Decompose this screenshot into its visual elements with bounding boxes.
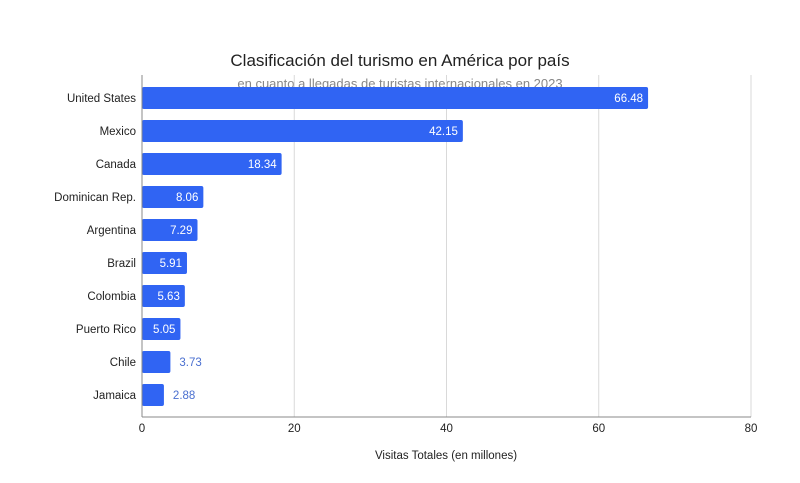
data-label: 7.29 (170, 225, 192, 237)
category-label: Canada (96, 159, 137, 171)
bar (142, 186, 204, 208)
bar (142, 153, 282, 175)
category-label: United States (67, 93, 136, 105)
category-label: Brazil (107, 258, 136, 270)
bar (142, 252, 187, 274)
category-label: Dominican Rep. (54, 192, 136, 204)
data-label: 66.48 (614, 93, 643, 105)
category-label: Puerto Rico (76, 324, 136, 336)
category-label: Colombia (87, 291, 136, 303)
x-axis-label: Visitas Totales (en millones) (375, 450, 517, 462)
x-tick-label: 20 (288, 423, 301, 435)
bar (142, 87, 649, 109)
bar (142, 318, 181, 340)
bar (142, 351, 171, 373)
data-label: 3.73 (179, 357, 201, 369)
x-tick-label: 40 (440, 423, 453, 435)
data-label: 5.91 (160, 258, 182, 270)
data-label: 8.06 (176, 192, 198, 204)
category-label: Argentina (87, 225, 137, 237)
bar (142, 120, 463, 142)
category-label: Mexico (100, 126, 136, 138)
data-label: 18.34 (248, 159, 277, 171)
bar (142, 285, 185, 307)
bar (142, 384, 164, 406)
bar (142, 219, 198, 241)
category-label: Jamaica (93, 390, 136, 402)
x-tick-label: 0 (139, 423, 145, 435)
x-tick-label: 60 (592, 423, 605, 435)
category-label: Chile (110, 357, 136, 369)
chart-title: Clasificación del turismo en América por… (230, 51, 569, 70)
data-label: 42.15 (429, 126, 458, 138)
data-label: 2.88 (173, 390, 195, 402)
data-label: 5.63 (157, 291, 179, 303)
x-tick-label: 80 (745, 423, 758, 435)
data-label: 5.05 (153, 324, 175, 336)
